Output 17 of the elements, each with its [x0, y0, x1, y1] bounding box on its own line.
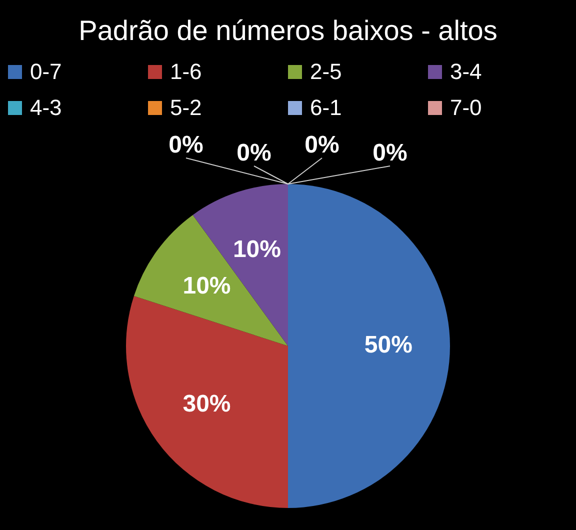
legend-label: 7-0 — [450, 94, 482, 122]
data-label: 50% — [364, 332, 412, 359]
legend-label: 2-5 — [310, 58, 342, 86]
legend-label: 3-4 — [450, 58, 482, 86]
chart-title: Padrão de números baixos - altos — [78, 14, 498, 48]
data-label: 10% — [182, 272, 231, 300]
text: 0% — [372, 140, 408, 167]
legend-label: 0-7 — [30, 58, 62, 86]
text: 0% — [168, 132, 204, 159]
data-label: 30% — [182, 390, 231, 418]
legend-label: 1-6 — [170, 58, 202, 86]
data-label: 10% — [232, 236, 281, 264]
legend-label: 6-1 — [310, 94, 342, 122]
text: 0% — [236, 140, 272, 167]
legend-label: 5-2 — [170, 94, 202, 122]
text: 0% — [304, 132, 340, 159]
legend-label: 4-3 — [30, 94, 62, 122]
